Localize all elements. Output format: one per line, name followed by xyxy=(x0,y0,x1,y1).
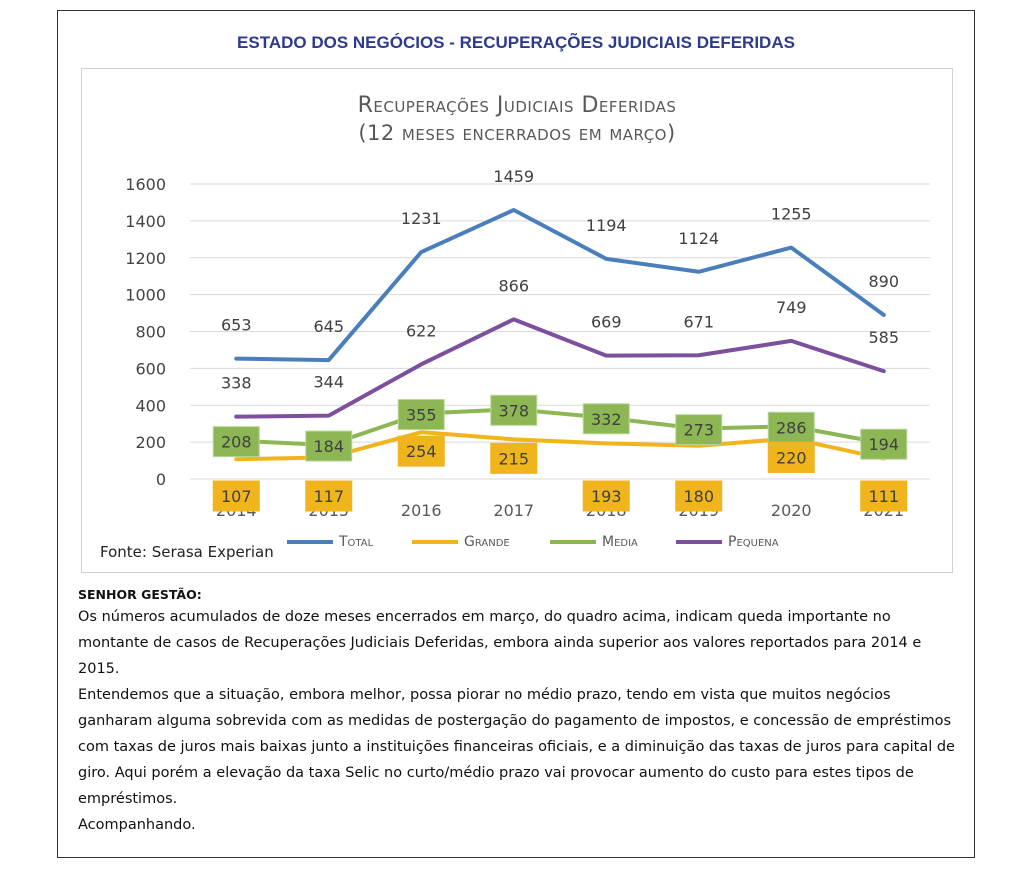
data-label-total-2018: 1194 xyxy=(586,216,627,235)
chart-source: Fonte: Serasa Experian xyxy=(100,543,274,561)
legend-label-pequena: Pequena xyxy=(728,534,779,550)
legend-item-total: Total xyxy=(287,534,373,550)
y-tick-label-200: 200 xyxy=(135,433,166,452)
data-label-grande-2016: 254 xyxy=(406,442,437,461)
data-label-total-2015: 645 xyxy=(313,317,344,336)
commentary: SENHOR GESTÃO: Os números acumulados de … xyxy=(78,586,958,838)
data-label-box-media-2015 xyxy=(305,430,353,462)
legend-item-media: Media xyxy=(550,534,638,550)
data-label-media-2018: 332 xyxy=(591,410,622,429)
legend-swatch-grande xyxy=(412,540,458,544)
legend-item-pequena: Pequena xyxy=(676,534,779,550)
data-label-box-media-2018 xyxy=(582,403,630,435)
data-label-box-media-2014 xyxy=(212,426,260,458)
data-label-grande-2014: 107 xyxy=(221,487,252,506)
commentary-paragraph-3: Acompanhando. xyxy=(78,817,196,833)
y-tick-label-1000: 1000 xyxy=(125,286,166,305)
data-label-box-grande-2020 xyxy=(767,441,815,473)
legend-label-grande: Grande xyxy=(464,534,510,550)
y-tick-label-1200: 1200 xyxy=(125,249,166,268)
data-label-total-2021: 890 xyxy=(868,272,899,291)
data-label-box-grande-2015 xyxy=(305,480,353,512)
legend-item-grande: Grande xyxy=(412,534,510,550)
series-line-total xyxy=(234,207,886,363)
data-label-box-media-2017 xyxy=(490,394,538,426)
legend-swatch-total xyxy=(287,540,333,544)
data-label-media-2015: 184 xyxy=(313,437,344,456)
data-label-box-media-2021 xyxy=(860,428,908,460)
y-tick-label-600: 600 xyxy=(135,359,166,378)
data-label-grande-2018: 193 xyxy=(591,487,622,506)
commentary-heading: SENHOR GESTÃO: xyxy=(78,587,202,602)
legend-label-total: Total xyxy=(339,534,374,550)
data-label-total-2017: 1459 xyxy=(493,167,534,186)
x-tick-label-2016: 2016 xyxy=(401,501,442,520)
data-label-pequena-2016: 622 xyxy=(406,321,437,340)
data-label-box-grande-2014 xyxy=(212,480,260,512)
line-chart: 0200400600800100012001400160020142015201… xyxy=(125,167,930,520)
y-tick-label-0: 0 xyxy=(156,470,166,489)
data-label-box-media-2016 xyxy=(397,399,445,431)
report-frame: ESTADO DOS NEGÓCIOS - RECUPERAÇÕES JUDIC… xyxy=(57,10,975,858)
commentary-paragraph-1: Os números acumulados de doze meses ence… xyxy=(78,609,922,677)
data-label-box-grande-2019 xyxy=(675,480,723,512)
data-label-box-grande-2018 xyxy=(582,480,630,512)
data-label-box-media-2019 xyxy=(675,414,723,446)
y-tick-label-1400: 1400 xyxy=(125,212,166,231)
data-label-box-grande-2017 xyxy=(490,442,538,474)
data-label-box-grande-2021 xyxy=(860,480,908,512)
data-label-grande-2020: 220 xyxy=(776,448,807,467)
report-header: ESTADO DOS NEGÓCIOS - RECUPERAÇÕES JUDIC… xyxy=(237,33,795,52)
data-label-media-2020: 286 xyxy=(776,418,807,437)
data-label-box-grande-2016 xyxy=(397,435,445,467)
commentary-paragraph-2: Entendemos que a situação, embora melhor… xyxy=(78,687,955,807)
data-label-total-2019: 1124 xyxy=(678,229,719,248)
data-label-pequena-2014: 338 xyxy=(221,374,252,393)
data-label-pequena-2021: 585 xyxy=(868,328,899,347)
chart-subtitle: (12 meses encerrados em março) xyxy=(358,121,676,145)
y-tick-label-800: 800 xyxy=(135,323,166,342)
data-label-pequena-2019: 671 xyxy=(683,312,714,331)
data-label-media-2016: 355 xyxy=(406,406,437,425)
data-label-total-2020: 1255 xyxy=(771,205,812,224)
data-label-grande-2021: 111 xyxy=(868,487,899,506)
data-label-grande-2017: 215 xyxy=(498,449,529,468)
data-label-media-2021: 194 xyxy=(868,435,899,454)
data-label-pequena-2018: 669 xyxy=(591,313,622,332)
chart-container: Recuperações Judiciais Deferidas (12 mes… xyxy=(81,68,953,573)
legend-swatch-pequena xyxy=(676,540,722,544)
chart-title: Recuperações Judiciais Deferidas xyxy=(357,93,677,118)
data-label-media-2019: 273 xyxy=(683,421,714,440)
data-label-grande-2015: 117 xyxy=(313,487,344,506)
data-label-pequena-2017: 866 xyxy=(498,276,529,295)
data-label-total-2014: 653 xyxy=(221,316,252,335)
legend-label-media: Media xyxy=(602,534,638,550)
data-label-pequena-2015: 344 xyxy=(313,373,344,392)
y-tick-label-400: 400 xyxy=(135,396,166,415)
x-tick-label-2020: 2020 xyxy=(771,501,812,520)
x-tick-label-2017: 2017 xyxy=(493,501,534,520)
data-label-media-2014: 208 xyxy=(221,433,252,452)
data-label-grande-2019: 180 xyxy=(683,487,714,506)
series-line-pequena xyxy=(234,317,886,419)
y-tick-label-1600: 1600 xyxy=(125,175,166,194)
data-label-pequena-2020: 749 xyxy=(776,298,807,317)
data-label-media-2017: 378 xyxy=(498,401,529,420)
legend-swatch-media xyxy=(550,540,596,544)
data-label-total-2016: 1231 xyxy=(401,209,442,228)
